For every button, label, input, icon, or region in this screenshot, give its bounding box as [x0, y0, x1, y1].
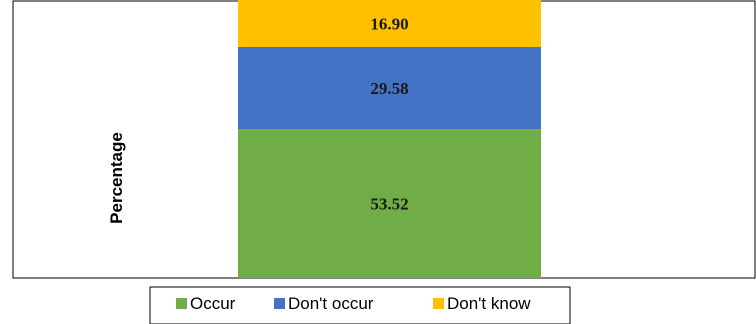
legend-border: [149, 286, 571, 324]
legend-swatch-0: [176, 298, 187, 309]
data-label-1: 29.58: [370, 79, 408, 98]
data-label-0: 53.52: [370, 195, 408, 214]
data-label-2: 16.90: [370, 14, 408, 33]
legend-swatch-2: [433, 298, 444, 309]
legend: Occur Don't occur Don't know: [149, 286, 571, 324]
bar-segment-2: [238, 0, 541, 47]
legend-swatch-1: [274, 298, 285, 309]
legend-label-1: Don't occur: [288, 294, 374, 313]
legend-label-2: Don't know: [447, 294, 531, 313]
bar-segment-0: [238, 129, 541, 278]
bar-segment-1: [238, 46, 541, 130]
bar-stack: 53.52 29.58 16.90: [238, 0, 541, 278]
y-axis-label: Percentage: [107, 132, 126, 224]
legend-label-0: Occur: [190, 294, 236, 313]
